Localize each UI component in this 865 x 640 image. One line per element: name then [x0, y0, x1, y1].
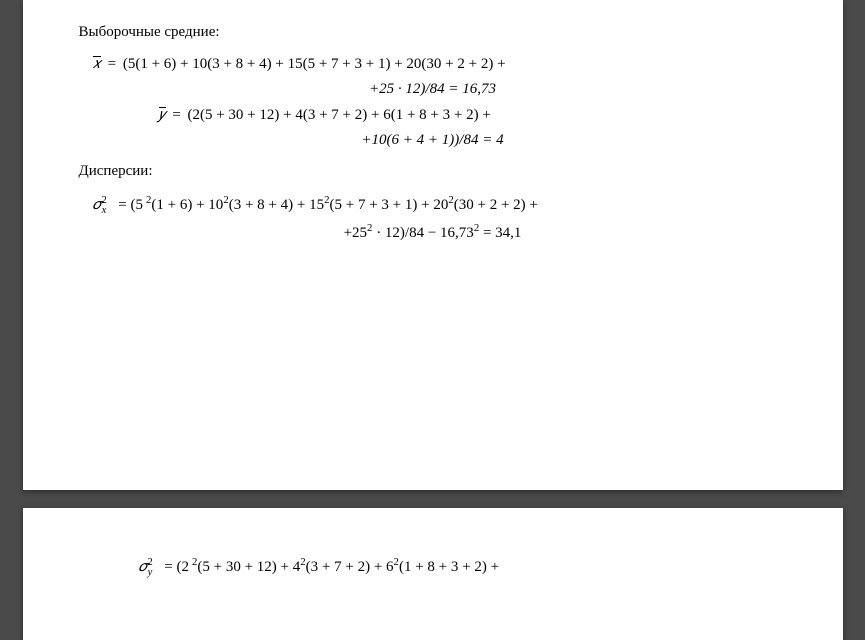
- equation-ybar-line2: +10(6 + 4 + 1))/84 = 4: [79, 132, 787, 149]
- equation-xbar-line2: +25 · 12)/84 = 16,73: [79, 81, 787, 98]
- equation-sigmax-line2: +252 · 12)/84 − 16,732 = 34,1: [79, 222, 787, 242]
- equation-sigmax-line1: 𝜎x2 = (52(1 + 6) + 102(3 + 8 + 4) + 152(…: [93, 194, 787, 214]
- page-1: Выборочные средние: 𝑥 = (5(1 + 6) + 10(3…: [23, 0, 843, 490]
- sigma-y-superscript: 2: [148, 557, 153, 568]
- eq3-a: (1 + 6) + 10: [151, 197, 223, 213]
- page-2: 𝜎y2 = (22(5 + 30 + 12) + 42(3 + 7 + 2) +…: [23, 508, 843, 640]
- heading-sample-means: Выборочные средние:: [79, 24, 787, 41]
- eq3-c: (5 + 7 + 3 + 1) + 20: [330, 197, 449, 213]
- sigma-x-superscript: 2: [102, 195, 107, 206]
- eq4-a: (5 + 30 + 12) + 4: [197, 559, 300, 575]
- equation-ybar-line1: 𝑦 = (2(5 + 30 + 12) + 4(3 + 7 + 2) + 6(1…: [159, 106, 787, 124]
- eq4-pre: = (2: [161, 559, 192, 575]
- heading-variances: Дисперсии:: [79, 163, 787, 180]
- sigma-x-subscript: x: [102, 205, 107, 216]
- eq3-b: (3 + 8 + 4) + 15: [229, 197, 324, 213]
- eq3l2-b: · 12)/84 − 16,73: [372, 225, 473, 241]
- eq3l2-c: = 34,1: [479, 225, 521, 241]
- sigma-y-subscript: y: [148, 567, 153, 578]
- eq3-pre: = (5: [115, 197, 146, 213]
- eq3-d: (30 + 2 + 2) +: [454, 197, 538, 213]
- eq3l2-a: +25: [344, 225, 367, 241]
- equation-sigmay-line1: 𝜎y2 = (22(5 + 30 + 12) + 42(3 + 7 + 2) +…: [139, 556, 787, 576]
- eq4-c: (1 + 8 + 3 + 2) +: [399, 559, 499, 575]
- equation-xbar-line1: 𝑥 = (5(1 + 6) + 10(3 + 8 + 4) + 15(5 + 7…: [93, 55, 787, 73]
- eq4-b: (3 + 7 + 2) + 6: [306, 559, 394, 575]
